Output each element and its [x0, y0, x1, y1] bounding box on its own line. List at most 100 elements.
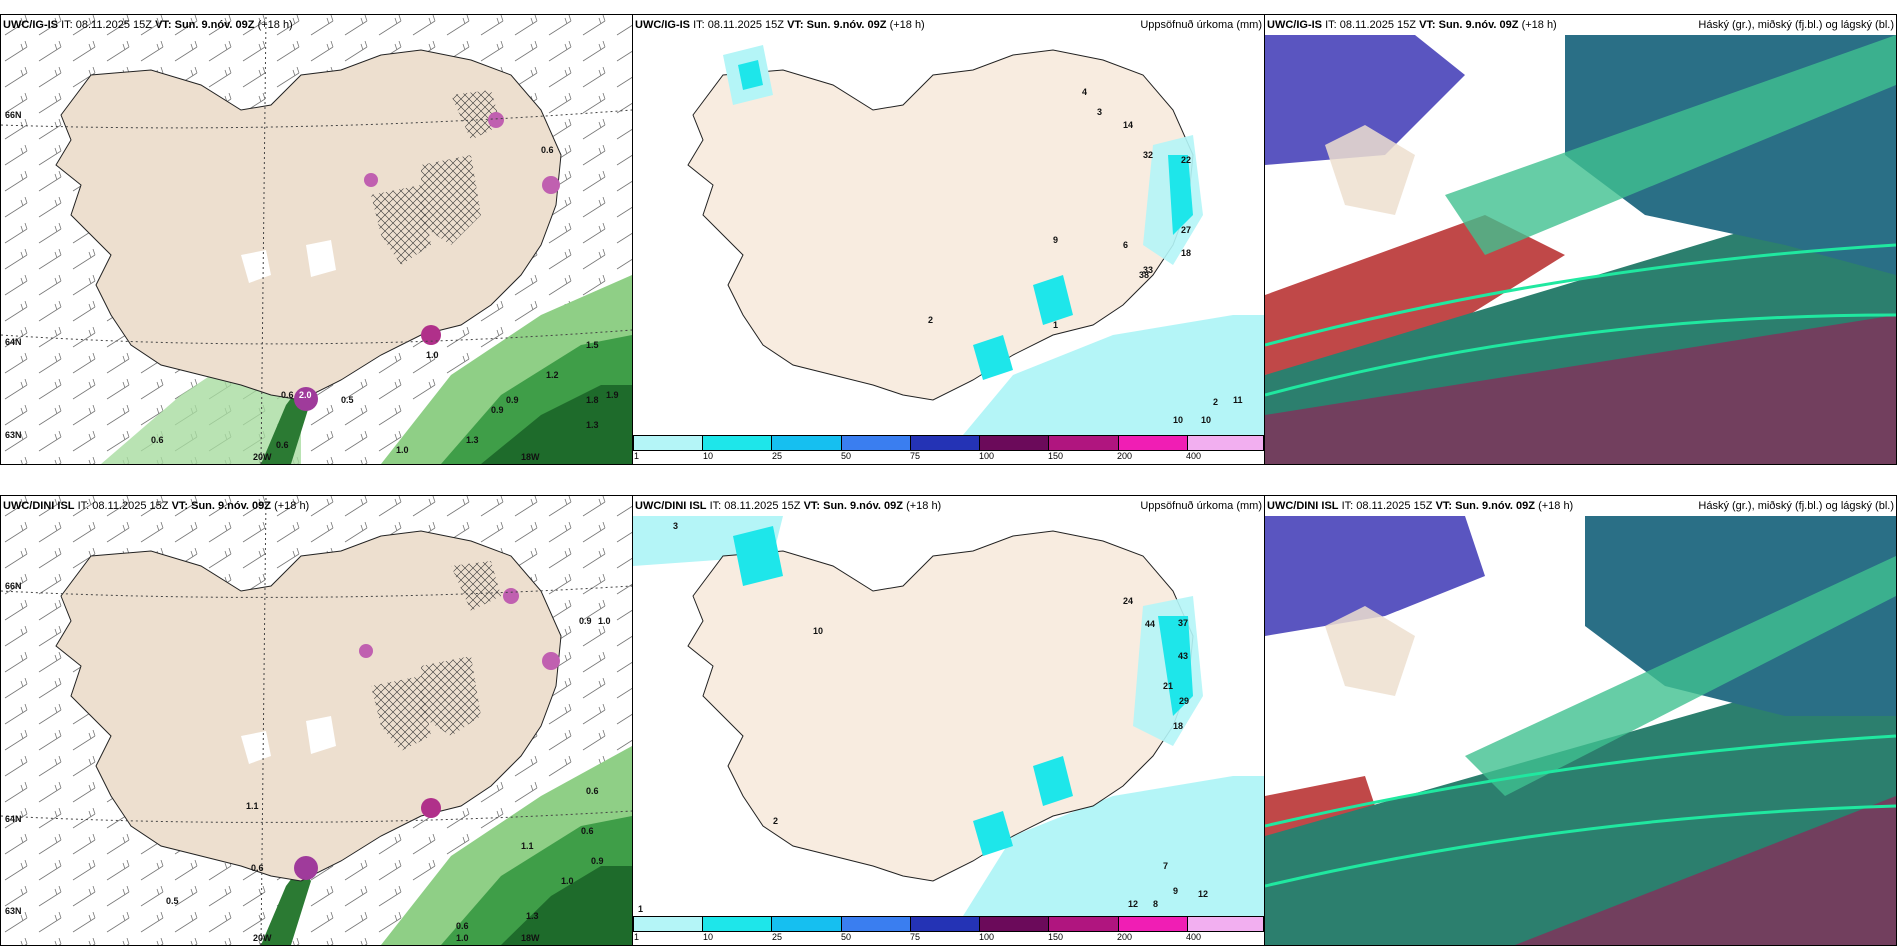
cloud-map-panel-top: UWC/IG-IS IT: 08.11.2025 15Z VT: Sun. 9.… [1264, 14, 1897, 465]
legend-tick: 1 [634, 932, 640, 942]
wind-value-label: 2.0 [299, 390, 312, 400]
legend-swatch [1049, 436, 1119, 450]
precip-value-label: 2 [773, 816, 779, 826]
precip-value-label: 9 [1173, 886, 1179, 896]
precip-value-label: 22 [1181, 155, 1192, 165]
valid-time: Sun. 9.nóv. 09Z [191, 500, 271, 512]
precip-value-label: 33 [1143, 265, 1154, 275]
precip-value-label: 9 [1053, 235, 1059, 245]
lat-label: 63N [5, 906, 22, 916]
vt-label: VT: [171, 500, 189, 512]
map-canvas [1265, 516, 1896, 945]
lead-time: (+18 h) [1521, 19, 1557, 31]
precip-map-panel-top: UWC/IG-IS IT: 08.11.2025 15Z VT: Sun. 9.… [632, 14, 1265, 465]
it-label: IT: [1325, 19, 1337, 31]
map-canvas [1265, 35, 1896, 464]
lead-time: (+18 h) [889, 19, 925, 31]
panel-header: UWC/DINI ISL IT: 08.11.2025 15Z VT: Sun.… [1267, 498, 1894, 514]
lat-label: 66N [5, 581, 22, 591]
wind-value-label: 1.8 [586, 395, 599, 405]
legend-swatch [703, 917, 773, 931]
precip-map-panel-bottom: UWC/DINI ISL IT: 08.11.2025 15Z VT: Sun.… [632, 495, 1265, 946]
wind-value-label: 1.1 [521, 841, 534, 851]
legend-swatch [772, 436, 842, 450]
lead-time: (+18 h) [1538, 500, 1574, 512]
precip-value-label: 37 [1178, 618, 1189, 628]
precip-value-label: 3 [673, 521, 679, 531]
lat-label: 63N [5, 430, 22, 440]
precip-legend: 1 10 25 50 75 100 150 200 400 [633, 435, 1264, 461]
init-time: 08.11.2025 15Z [1356, 500, 1433, 512]
lat-label: 66N [5, 110, 22, 120]
precip-value-label: 12 [1198, 889, 1209, 899]
wind-value-label: 0.6 [586, 786, 599, 796]
legend-tick: 25 [772, 451, 783, 461]
legend-swatch [841, 436, 911, 450]
wind-value-label: 0.9 [506, 395, 519, 405]
legend-swatch [1118, 917, 1188, 931]
vt-label: VT: [787, 19, 804, 31]
panel-title: Háský (gr.), miðský (fj.bl.) og lágský (… [1698, 500, 1894, 512]
wind-value-label: 1.3 [466, 435, 479, 445]
precip-value-label: 11 [1233, 395, 1243, 405]
vt-label: VT: [155, 19, 172, 31]
cloud-map-panel-bottom: UWC/DINI ISL IT: 08.11.2025 15Z VT: Sun.… [1264, 495, 1897, 946]
lat-label: 64N [5, 337, 22, 347]
precip-value-label: 21 [1163, 681, 1174, 691]
precip-value-label: 43 [1178, 651, 1189, 661]
panel-title: Háský (gr.), miðský (fj.bl.) og lágský (… [1698, 19, 1894, 31]
legend-tick: 100 [979, 451, 995, 461]
legend-tick: 400 [1186, 932, 1202, 942]
wind-value-label: 0.6 [251, 863, 264, 873]
it-label: IT: [709, 500, 722, 512]
lead-time: (+18 h) [906, 500, 942, 512]
legend-swatch [841, 917, 911, 931]
wind-value-label: 0.6 [276, 440, 289, 450]
model-name: UWC/IG-IS [3, 19, 58, 31]
wind-value-label: 0.9 [491, 405, 504, 415]
it-label: IT: [61, 19, 73, 31]
legend-tick: 50 [841, 451, 852, 461]
lat-label: 64N [5, 814, 22, 824]
legend-swatch [772, 917, 842, 931]
wind-value-label: 1.3 [586, 420, 599, 430]
precip-value-label: 10 [813, 626, 824, 636]
legend-tick: 50 [841, 932, 852, 942]
iceland-landmass [55, 530, 562, 882]
wind-value-label: 0.6 [581, 826, 594, 836]
it-label: IT: [693, 19, 705, 31]
wind-value-label: 0.9 [591, 856, 604, 866]
model-name: UWC/DINI ISL [1267, 500, 1339, 512]
map-canvas [687, 45, 1264, 435]
legend-tick: 10 [703, 451, 714, 461]
precip-value-label: 38 [1139, 270, 1150, 280]
panel-header: UWC/IG-IS IT: 08.11.2025 15Z VT: Sun. 9.… [3, 17, 630, 33]
legend-tick: 100 [979, 932, 995, 942]
precip-value-label: 8 [1153, 899, 1159, 909]
precip-value-label: 7 [1163, 861, 1169, 871]
wind-value-label: 0.5 [341, 395, 354, 405]
wind-value-label: 1.0 [561, 876, 574, 886]
it-label: IT: [77, 500, 90, 512]
vt-label: VT: [1435, 500, 1453, 512]
precip-legend: 1 10 25 50 75 100 150 200 400 [633, 916, 1264, 942]
legend-tick: 75 [910, 932, 921, 942]
legend-swatch [703, 436, 773, 450]
iceland-landmass [55, 49, 562, 401]
panel-title: Uppsöfnuð úrkoma (mm) [1140, 19, 1262, 31]
model-name: UWC/IG-IS [1267, 19, 1322, 31]
init-time: 08.11.2025 15Z [724, 500, 801, 512]
legend-tick: 400 [1186, 451, 1202, 461]
panel-title: Uppsöfnuð úrkoma (mm) [1140, 500, 1262, 512]
precip-value-label: 1 [1053, 320, 1059, 330]
model-name: UWC/IG-IS [635, 19, 690, 31]
wind-value-label: 1.0 [456, 933, 469, 943]
panel-header: UWC/DINI ISL IT: 08.11.2025 15Z VT: Sun.… [3, 498, 630, 514]
precip-value-label: 12 [1128, 899, 1139, 909]
precip-value-label: 29 [1179, 696, 1190, 706]
precip-value-label: 18 [1173, 721, 1184, 731]
legend-swatch [634, 436, 704, 450]
panel-header: UWC/IG-IS IT: 08.11.2025 15Z VT: Sun. 9.… [635, 17, 1262, 33]
legend-tick: 150 [1048, 932, 1064, 942]
wind-value-label: 1.2 [546, 370, 559, 380]
